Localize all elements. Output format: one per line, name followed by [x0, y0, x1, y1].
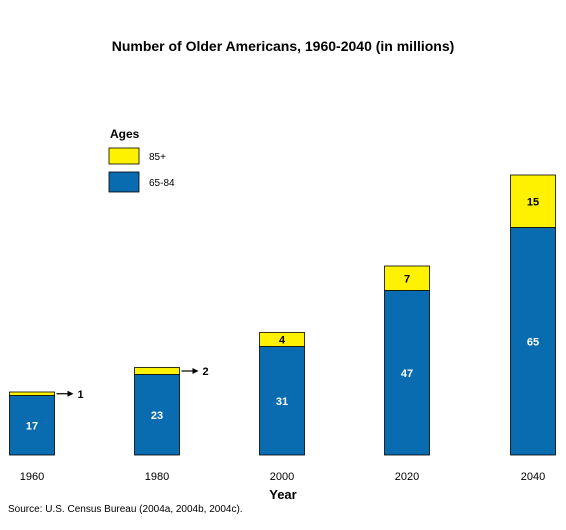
bars-group: 17 1 23 2 31 4 47 7 65 15: [9, 174, 556, 456]
legend-title: Ages: [110, 127, 140, 141]
x-axis-label: Year: [269, 487, 296, 502]
callout-arrow-head-1980: [192, 368, 199, 374]
bar-85-plus-2040: [510, 174, 556, 228]
value-label-65-84-1960: 17: [26, 420, 38, 432]
bar-85-plus-1960: [9, 391, 55, 396]
bar-85-plus-2020: [384, 265, 430, 291]
x-tick-1960: 1960: [20, 471, 44, 483]
value-label-85-plus-1980: 2: [203, 366, 209, 378]
x-tick-2000: 2000: [270, 471, 294, 483]
legend: Ages 85+ 65-84: [108, 127, 175, 193]
callout-arrow-head-1960: [67, 390, 74, 397]
bar-65-84-1960: [9, 395, 55, 456]
bar-65-84-2000: [259, 346, 305, 456]
legend-swatch-65-84: [108, 171, 140, 193]
value-label-65-84-2020: 47: [401, 368, 413, 380]
value-label-85-plus-1960: 1: [78, 389, 84, 401]
x-tick-2040: 2040: [521, 471, 545, 483]
value-label-85-plus-2040: 15: [527, 196, 539, 208]
x-tick-1980: 1980: [145, 471, 169, 483]
legend-label-85-plus: 85+: [149, 152, 166, 163]
value-label-65-84-2040: 65: [527, 336, 539, 348]
value-label-85-plus-2000: 4: [279, 335, 286, 347]
bar-85-plus-2000: [259, 332, 305, 347]
value-label-65-84-2000: 31: [276, 396, 288, 408]
bar-65-84-1980: [134, 374, 180, 456]
chart-title: Number of Older Americans, 1960-2040 (in…: [112, 38, 455, 54]
legend-label-65-84: 65-84: [149, 178, 175, 189]
value-label-85-plus-2020: 7: [404, 273, 410, 285]
bar-85-plus-1980: [134, 367, 180, 375]
x-ticks-group: 1960 1980 2000 2020 2040: [20, 471, 545, 483]
value-label-65-84-1980: 23: [151, 410, 163, 422]
x-tick-2020: 2020: [395, 471, 419, 483]
source-note: Source: U.S. Census Bureau (2004a, 2004b…: [8, 504, 243, 515]
legend-swatch-85-plus: [108, 147, 140, 165]
